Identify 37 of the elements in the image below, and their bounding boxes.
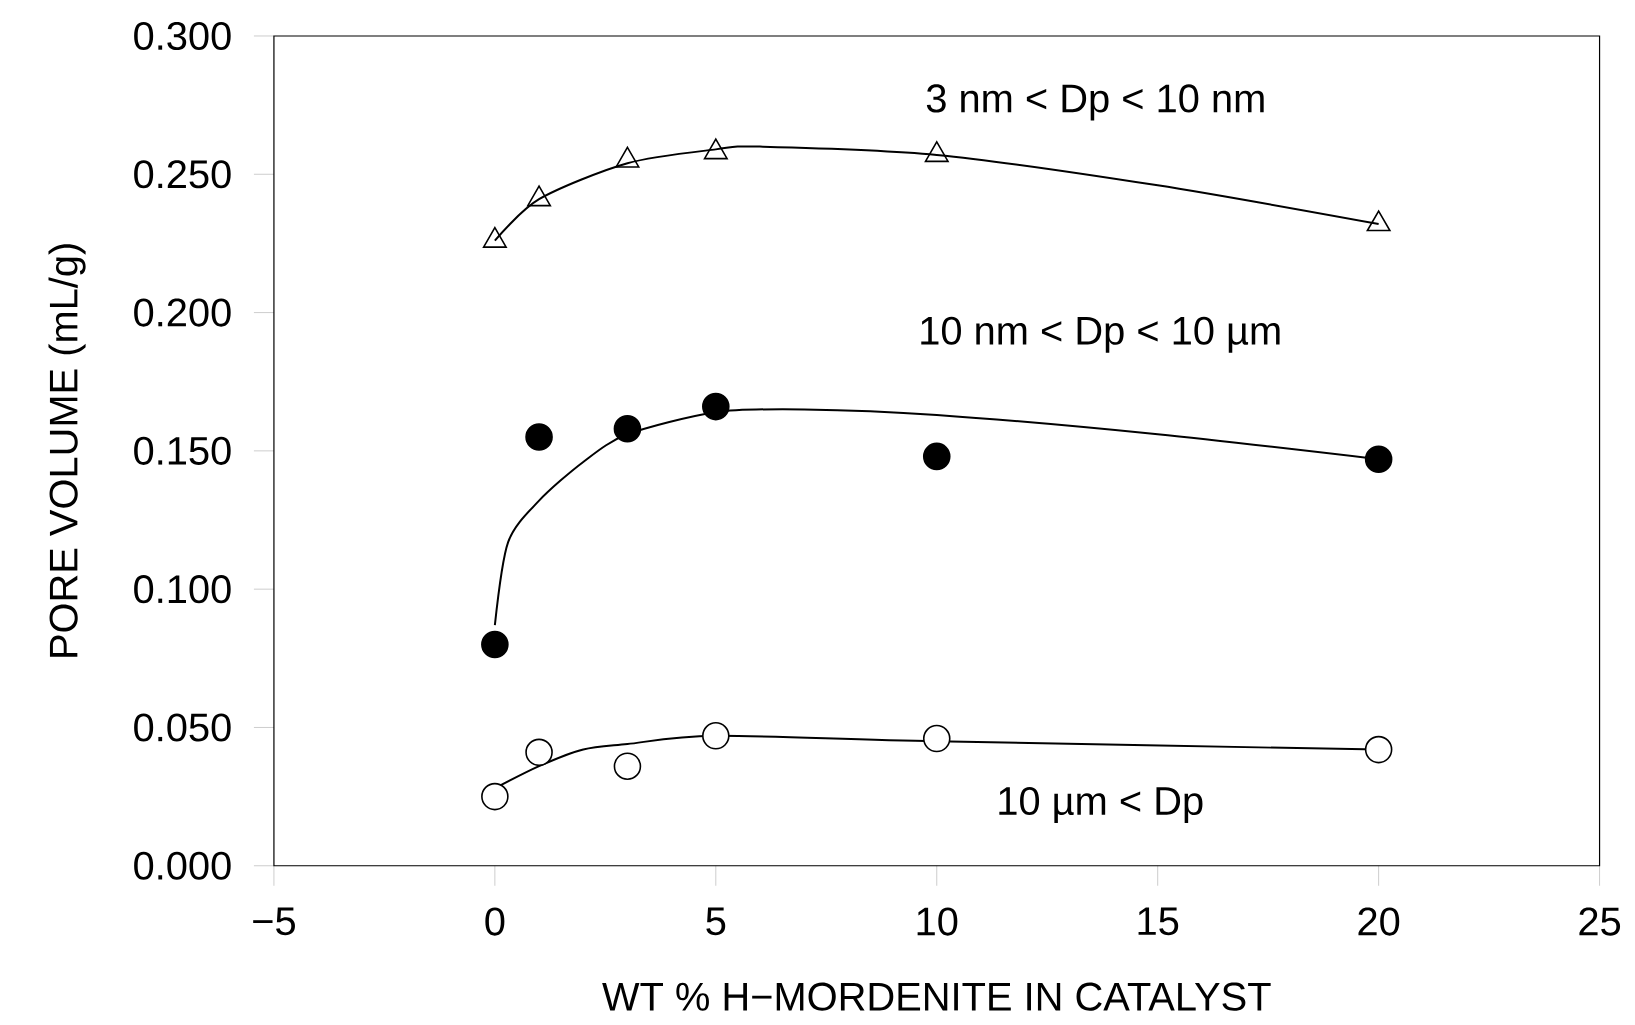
point [924,141,949,163]
point [615,146,640,168]
x-tick-label: 0 [485,907,505,936]
x-axis-title: WT % H−MORDENITE IN CATALYST [602,982,1271,1011]
point [613,415,642,443]
y-axis-title: PORE VOLUME (mL/g) [48,244,86,657]
point [481,630,509,659]
point [922,724,951,753]
point [702,392,730,421]
x-tick-label: 20 [1358,907,1400,936]
text: 10 nm < Dp < 10 µm [921,316,1280,353]
point [482,227,507,249]
x-tick-label: 15 [1138,907,1179,936]
point [527,185,552,207]
point [1366,210,1391,232]
y-tick-label: 0.200 [134,298,231,327]
x-tick-label: 25 [1579,907,1621,936]
y-tick-label: 0.050 [134,713,231,742]
series-label: 3 nm < Dp < 10 nm [926,84,1264,121]
point [702,722,730,750]
y-tick-label: 0.150 [134,436,231,466]
point [525,423,553,451]
point [1364,445,1393,474]
series-label: 10 µm < Dp [999,787,1203,824]
x-tick-label: 5 [706,907,726,936]
point [613,752,642,781]
y-tick-label: 0.300 [134,22,231,51]
point [481,782,509,811]
y-tick-label: 0.100 [134,575,231,604]
point [922,442,951,471]
y-tick-label: 0.000 [134,851,231,880]
point [703,138,728,160]
x-tick-label: −5 [253,907,295,936]
point [525,738,553,767]
point [1364,735,1393,764]
x-tick-label: 10 [917,907,958,936]
y-tick-label: 0.250 [134,160,231,189]
